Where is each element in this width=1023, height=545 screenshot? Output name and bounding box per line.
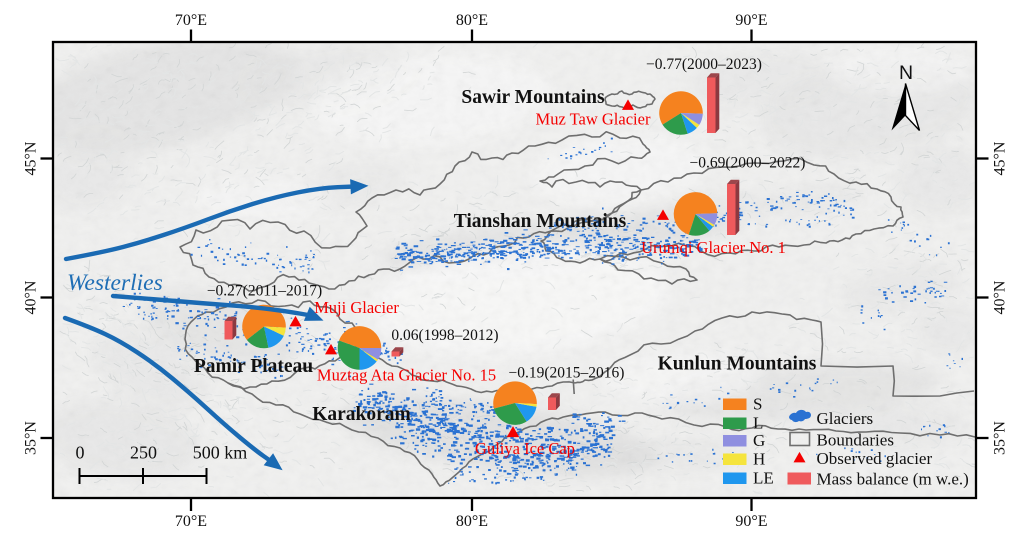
- svg-text:Guliya Ice Cap: Guliya Ice Cap: [475, 439, 575, 458]
- svg-text:Karakoram: Karakoram: [312, 404, 411, 425]
- svg-text:90°E: 90°E: [735, 513, 767, 530]
- svg-text:40°N: 40°N: [992, 280, 1009, 314]
- svg-text:500 km: 500 km: [193, 443, 248, 463]
- svg-text:35°N: 35°N: [23, 421, 40, 455]
- svg-text:35°N: 35°N: [992, 421, 1009, 455]
- svg-text:−0.19(2015–2016): −0.19(2015–2016): [509, 365, 625, 382]
- svg-text:250: 250: [130, 443, 157, 463]
- svg-text:80°E: 80°E: [456, 513, 488, 530]
- svg-text:−0.27(2011–2017): −0.27(2011–2017): [207, 283, 322, 300]
- svg-text:Boundaries: Boundaries: [817, 431, 894, 450]
- svg-text:70°E: 70°E: [175, 12, 207, 29]
- svg-text:Kunlun Mountains: Kunlun Mountains: [658, 354, 817, 375]
- svg-text:45°N: 45°N: [23, 141, 40, 175]
- svg-text:0: 0: [76, 443, 85, 463]
- svg-text:90°E: 90°E: [735, 12, 767, 29]
- svg-text:Muztag Ata Glacier No. 15: Muztag Ata Glacier No. 15: [317, 366, 496, 385]
- svg-text:−0.77(2000–2023): −0.77(2000–2023): [646, 56, 762, 73]
- svg-text:−0.69(2000–2022): −0.69(2000–2022): [690, 155, 806, 172]
- svg-text:45°N: 45°N: [992, 141, 1009, 175]
- svg-text:Mass balance (m w.e.): Mass balance (m w.e.): [817, 470, 969, 489]
- svg-text:70°E: 70°E: [175, 513, 207, 530]
- svg-text:Muji Glacier: Muji Glacier: [314, 298, 399, 317]
- svg-text:Muz Taw Glacier: Muz Taw Glacier: [536, 110, 651, 129]
- svg-text:S: S: [753, 395, 762, 414]
- svg-text:Westerlies: Westerlies: [67, 270, 163, 296]
- svg-text:G: G: [753, 431, 765, 450]
- svg-text:Sawir Mountains: Sawir Mountains: [461, 87, 605, 108]
- svg-text:0.06(1998–2012): 0.06(1998–2012): [391, 327, 498, 344]
- svg-text:H: H: [753, 450, 765, 469]
- svg-text:80°E: 80°E: [456, 12, 488, 29]
- svg-text:Tianshan Mountains: Tianshan Mountains: [454, 211, 627, 232]
- svg-text:Observed glacier: Observed glacier: [817, 449, 933, 468]
- svg-text:L: L: [753, 414, 763, 433]
- svg-text:LE: LE: [753, 469, 774, 488]
- svg-text:N: N: [899, 62, 913, 84]
- svg-text:40°N: 40°N: [23, 280, 40, 314]
- svg-text:Pamir Plateau: Pamir Plateau: [194, 356, 313, 377]
- svg-text:Urumqi Glacier No. 1: Urumqi Glacier No. 1: [641, 238, 786, 257]
- svg-text:Glaciers: Glaciers: [817, 409, 874, 428]
